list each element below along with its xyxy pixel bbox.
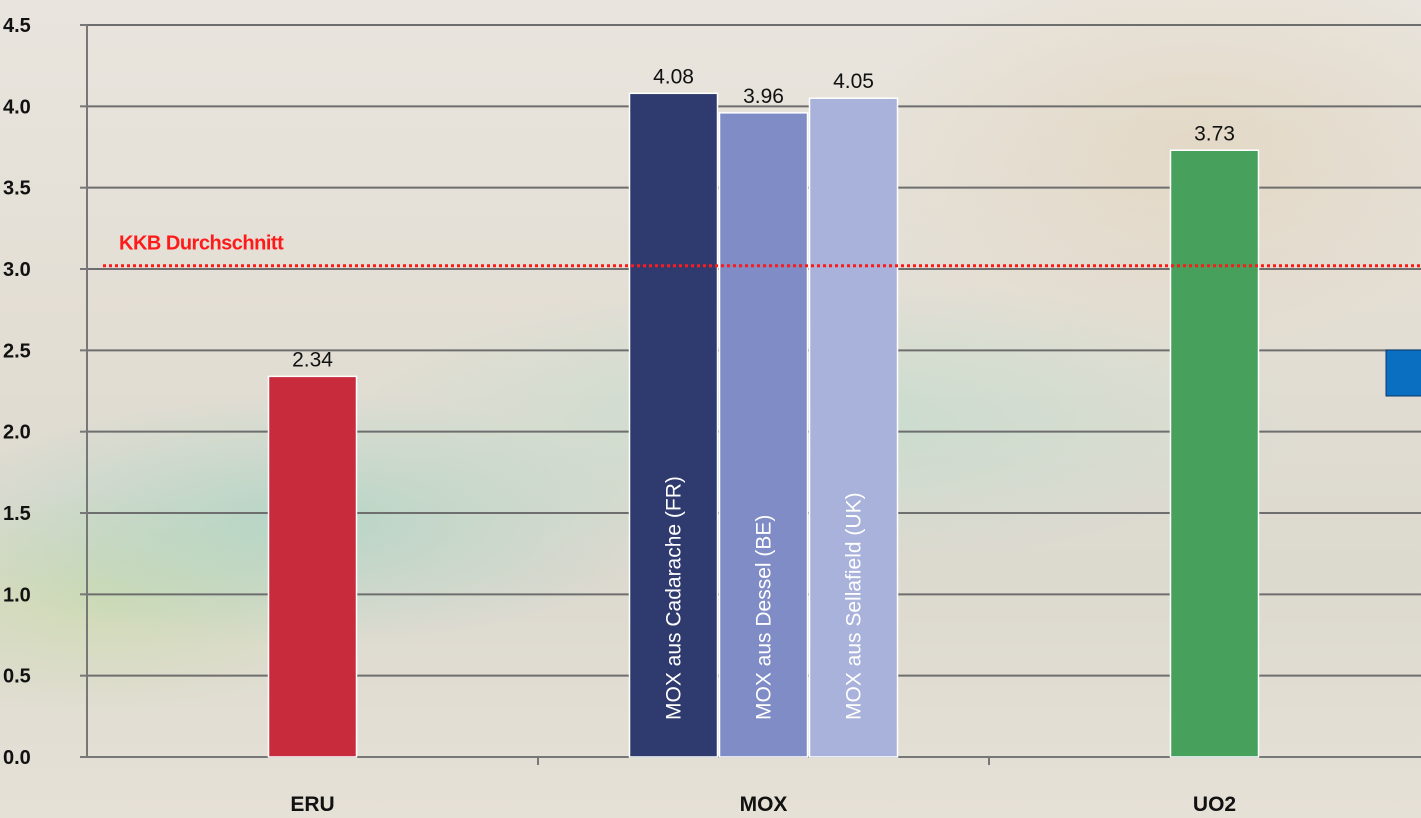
bar (267, 375, 358, 758)
y-tick-label: 4.0 (3, 96, 31, 118)
y-tick-label: 1.0 (3, 584, 31, 606)
y-tick-label: 2.0 (3, 422, 31, 444)
x-tick-label: ERU (290, 793, 334, 816)
bar-series-label: MOX aus Sellafield (UK) (843, 492, 866, 720)
data-label: 3.96 (743, 85, 784, 108)
data-label: 4.05 (833, 70, 874, 93)
x-axis-categories: ERU MOX UO2 (290, 793, 1236, 816)
y-tick-label: 1.5 (3, 503, 31, 525)
bars: 2.34 4.08 MOX aus Cadarache (FR) 3.96 MOX au… (267, 65, 1260, 758)
bar (1169, 149, 1260, 758)
y-tick-label: 2.5 (3, 340, 31, 362)
x-tick-label: UO2 (1193, 793, 1236, 816)
bar-series-label: MOX aus Cadarache (FR) (663, 476, 686, 720)
legend-marker (1385, 349, 1421, 397)
y-tick-label: 4.5 (3, 15, 31, 37)
data-label: 2.34 (292, 348, 333, 371)
reference-line-label: KKB Durchschnitt (119, 233, 284, 255)
bar (808, 97, 899, 758)
bar-series-label: MOX aus Dessel (BE) (753, 515, 776, 720)
bar (628, 92, 719, 758)
data-label: 4.08 (653, 65, 694, 88)
y-tick-label: 0.0 (3, 747, 31, 769)
y-tick-label: 0.5 (3, 666, 31, 688)
reference-line-group: KKB Durchschnitt (103, 233, 1421, 268)
y-tick-label: 3.0 (3, 259, 31, 281)
bar (718, 112, 809, 758)
data-label: 3.73 (1194, 122, 1235, 145)
x-tick-label: MOX (740, 793, 788, 816)
y-tick-label: 3.5 (3, 178, 31, 200)
